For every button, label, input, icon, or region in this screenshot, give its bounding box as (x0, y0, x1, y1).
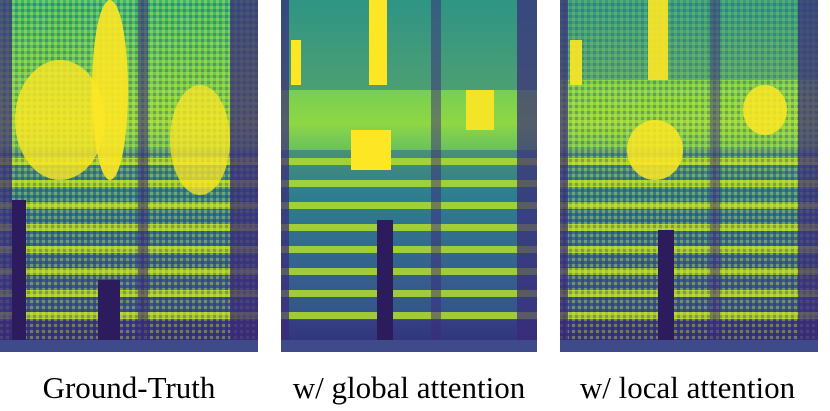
caption: Ground-Truth (42, 370, 216, 405)
caption: w/ global attention (292, 370, 526, 405)
caption: w/ local attention (579, 370, 796, 405)
spectrogram-global-attention (281, 0, 537, 352)
spectrogram-local-attention (560, 0, 818, 352)
spectrogram-ground-truth (0, 0, 258, 352)
